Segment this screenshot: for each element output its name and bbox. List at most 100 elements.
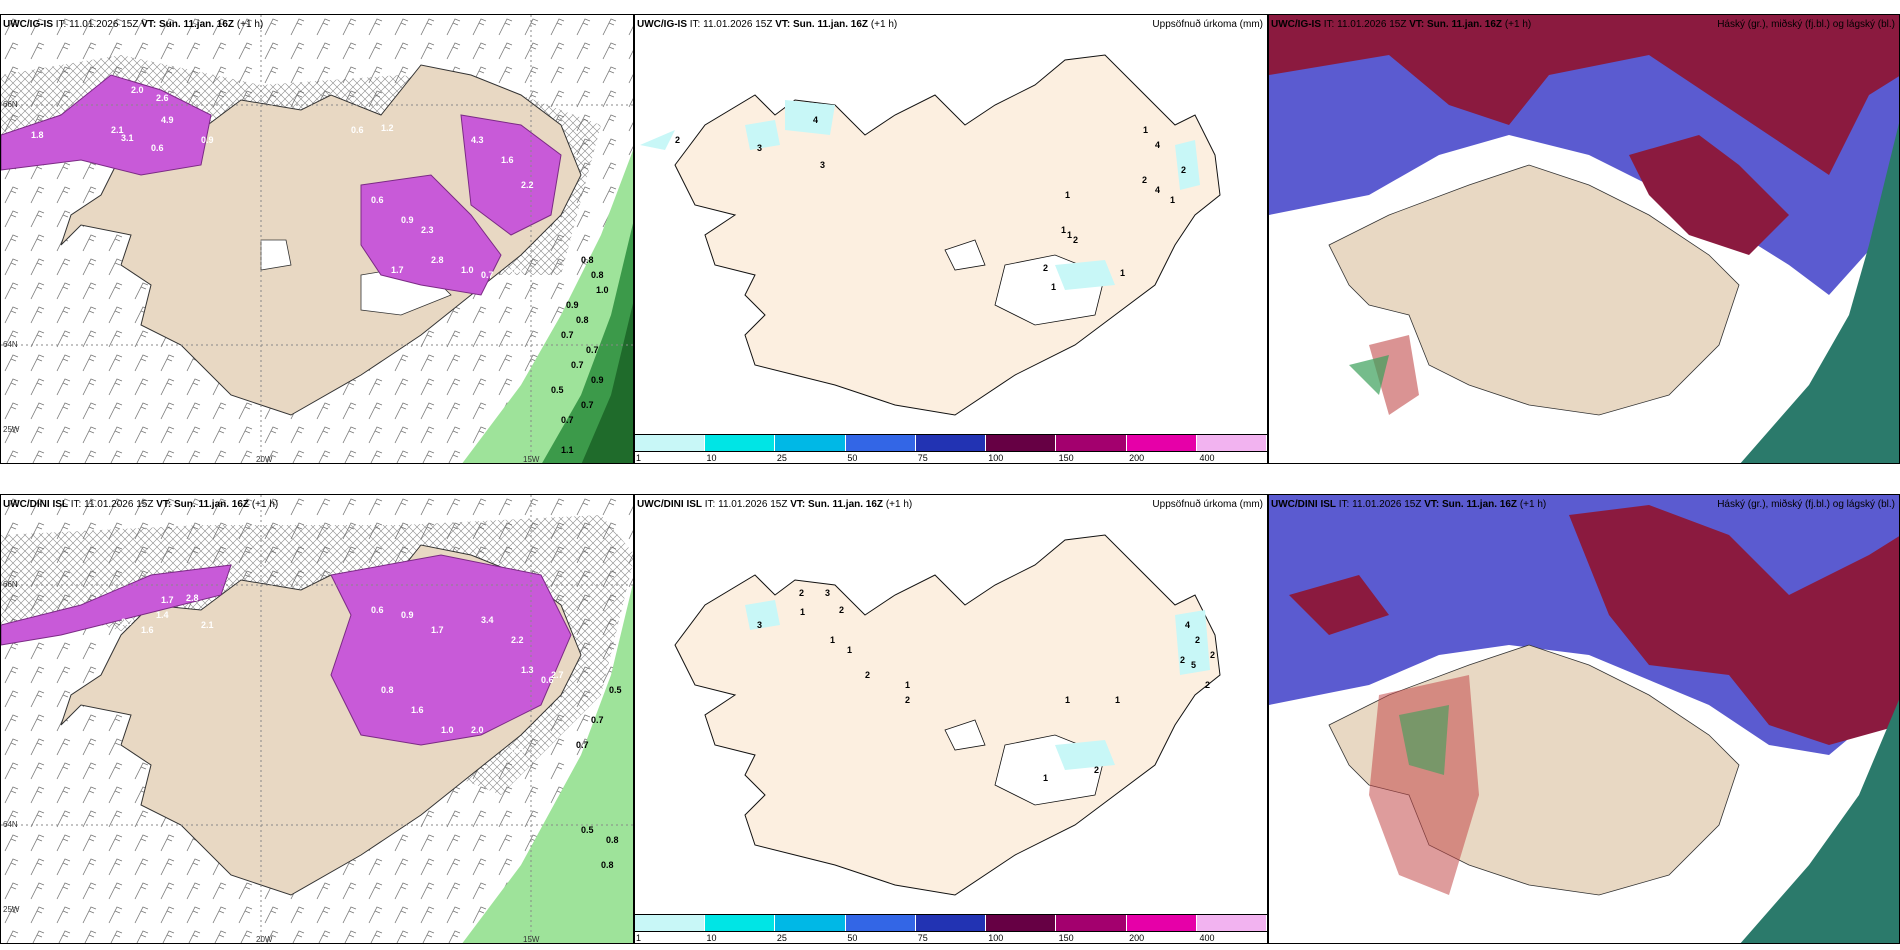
map-value-label: 0.9 <box>401 610 414 620</box>
high-cloud-area <box>1629 135 1789 255</box>
map-value-label: 0.8 <box>381 685 394 695</box>
colorbar-swatch <box>1056 915 1127 931</box>
panel-variable-title: Háský (gr.), miðský (fj.bl.) og lágský (… <box>1717 19 1895 30</box>
map-value-label: 2 <box>1142 175 1148 185</box>
map-value-label: 0.8 <box>581 255 594 265</box>
colorbar-swatch <box>635 435 706 451</box>
map-value-label: 1.6 <box>411 705 424 715</box>
colorbar-swatch <box>775 915 846 931</box>
map-value-label: 2 <box>675 135 681 145</box>
colorbar-swatch <box>1126 435 1197 451</box>
map-value-label: 1.0 <box>461 265 474 275</box>
rain-precip-southeast-darker <box>581 303 633 463</box>
map-value-label: 0.8 <box>601 860 614 870</box>
row2-cloud-panel: UWC/DINI ISL IT: 11.01.2026 15Z VT: Sun.… <box>1268 494 1900 944</box>
wind-snow-map <box>1 15 633 463</box>
map-value-label: 2 <box>905 695 911 705</box>
map-value-label: 2 <box>1073 235 1079 245</box>
cloud-map <box>1269 495 1899 943</box>
map-value-label: 0.5 <box>581 825 594 835</box>
colorbar-tick-label: 50 <box>847 453 858 463</box>
map-value-label: 2 <box>839 605 845 615</box>
map-value-label: 2.7 <box>121 617 134 627</box>
map-value-label: 0.5 <box>609 685 622 695</box>
high-cloud-area <box>1289 575 1389 635</box>
lon-label: 20W <box>256 935 273 944</box>
colorbar-tick-label: 50 <box>847 933 858 943</box>
precip-area <box>640 130 675 150</box>
row2-precip-panel: UWC/DINI ISL IT: 11.01.2026 15Z VT: Sun.… <box>634 494 1268 944</box>
low-cloud-area <box>1369 335 1419 415</box>
map-value-label: 1 <box>1061 225 1067 235</box>
colorbar-swatch <box>775 435 846 451</box>
map-value-label: 1.7 <box>391 265 404 275</box>
row1-cloud-panel: UWC/IG-IS IT: 11.01.2026 15Z VT: Sun. 11… <box>1268 14 1900 464</box>
map-value-label: 1.1 <box>561 445 574 455</box>
map-value-label: 2 <box>799 588 805 598</box>
map-value-label: 1 <box>830 635 836 645</box>
map-value-label: 2.1 <box>201 620 214 630</box>
map-value-label: 0.5 <box>551 385 564 395</box>
map-value-label: 1 <box>847 645 853 655</box>
map-value-label: 0.9 <box>201 135 214 145</box>
panel-header: UWC/DINI ISL IT: 11.01.2026 15Z VT: Sun.… <box>1271 499 1547 510</box>
map-value-label: 0.8 <box>576 315 589 325</box>
map-value-label: 2 <box>1180 655 1186 665</box>
panel-header: UWC/IG-IS IT: 11.01.2026 15Z VT: Sun. 11… <box>637 19 898 30</box>
colorbar-swatch <box>986 435 1057 451</box>
lon-label: 15W <box>523 455 540 464</box>
map-value-label: 1 <box>905 680 911 690</box>
colorbar-swatch <box>635 915 706 931</box>
low-cloud-area <box>1399 705 1449 775</box>
map-value-label: 1.7 <box>431 625 444 635</box>
colorbar-tick-label: 75 <box>917 453 928 463</box>
colorbar-tick-label: 25 <box>776 453 787 463</box>
snow-precip-central <box>330 554 572 746</box>
colorbar-tick-label: 400 <box>1199 933 1215 943</box>
map-value-label: 0.8 <box>606 835 619 845</box>
map-value-label: 4.3 <box>471 135 484 145</box>
colorbar-tick-label: 100 <box>988 933 1004 943</box>
map-value-label: 1 <box>1170 195 1176 205</box>
precip-area <box>745 120 780 150</box>
colorbar-swatch <box>1196 915 1267 931</box>
snow-precip-west <box>1 564 232 646</box>
colorbar-tick-label: 10 <box>706 933 717 943</box>
colorbar-tick-label: 1 <box>636 933 642 943</box>
map-value-label: 0.7 <box>576 740 589 750</box>
map-value-label: 2 <box>1195 635 1201 645</box>
map-value-label: 2.0 <box>131 85 144 95</box>
map-value-label: 2 <box>1094 765 1100 775</box>
iceland-landmass <box>674 54 1221 416</box>
glacier <box>944 239 986 271</box>
map-value-label: 4 <box>1155 185 1161 195</box>
colorbar-tick-label: 200 <box>1129 933 1145 943</box>
map-value-label: 4 <box>813 115 819 125</box>
map-value-label: 0.6 <box>371 605 384 615</box>
map-value-label: 1 <box>1043 773 1049 783</box>
precip-area <box>785 100 835 135</box>
map-value-label: 1 <box>1115 695 1121 705</box>
colorbar-swatch <box>705 915 776 931</box>
colorbar-tick-label: 200 <box>1129 453 1145 463</box>
map-value-label: 2 <box>1205 680 1211 690</box>
map-value-label: 2.7 <box>551 670 564 680</box>
iceland-landmass <box>1328 164 1740 416</box>
map-value-label: 0.7 <box>481 270 494 280</box>
map-value-label: 0.7 <box>581 400 594 410</box>
map-value-label: 4 <box>1185 620 1191 630</box>
map-value-label: 1 <box>1120 268 1126 278</box>
map-value-label: 1.7 <box>161 595 174 605</box>
colorbar-tick-label: 100 <box>988 453 1004 463</box>
low-cloud-east <box>1740 123 1899 463</box>
snow-precip-west <box>1 74 212 176</box>
rain-precip-southeast <box>462 583 633 943</box>
precip-area <box>1055 740 1115 770</box>
map-value-label: 2.6 <box>156 93 169 103</box>
precip-area <box>1055 260 1115 290</box>
row2-wind-snow-panel: UWC/DINI ISL IT: 11.01.2026 15Z VT: Sun.… <box>0 494 634 944</box>
high-cloud-area <box>1269 15 1899 175</box>
lat-label: 25W <box>3 905 20 914</box>
map-value-label: 1.3 <box>521 665 534 675</box>
map-value-label: 1.6 <box>501 155 514 165</box>
